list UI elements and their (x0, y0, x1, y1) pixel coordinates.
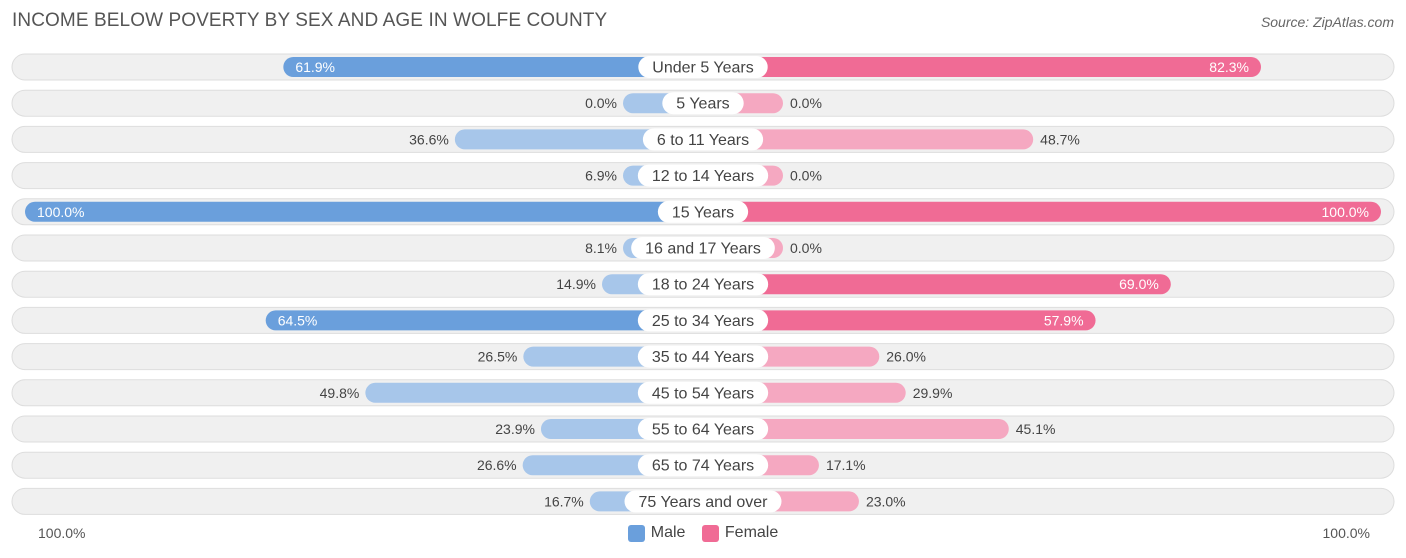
category-label: Under 5 Years (652, 60, 753, 77)
bar-female (703, 129, 1034, 150)
category-label: 15 Years (672, 204, 734, 221)
value-label-female: 0.0% (790, 240, 822, 256)
value-label-male: 26.5% (478, 349, 518, 365)
value-label-male: 23.9% (495, 421, 535, 437)
category-label: 75 Years and over (639, 494, 769, 511)
category-pill (637, 164, 769, 187)
bar-male (365, 382, 703, 403)
value-label-female: 82.3% (1209, 59, 1249, 75)
value-label-female: 0.0% (790, 168, 822, 184)
value-label-female: 48.7% (1040, 131, 1080, 147)
value-label-female: 0.0% (790, 95, 822, 111)
bar-male (25, 201, 703, 222)
bar-female (703, 274, 1171, 295)
value-label-female: 26.0% (886, 349, 926, 365)
bar-male (454, 129, 703, 150)
value-label-male: 26.6% (477, 457, 517, 473)
category-pill (642, 128, 764, 151)
category-label: 55 to 64 Years (652, 422, 754, 439)
value-label-female: 23.0% (866, 493, 906, 509)
legend: Male Female (0, 524, 1406, 544)
bar-male (283, 57, 703, 77)
category-label: 35 to 44 Years (652, 349, 754, 366)
category-pill (662, 92, 744, 115)
legend-item-female: Female (701, 524, 779, 542)
value-label-male: 100.0% (37, 204, 84, 220)
category-label: 18 to 24 Years (652, 277, 754, 294)
category-label: 6 to 11 Years (657, 132, 749, 149)
category-pill (637, 309, 769, 332)
legend-label-female: Female (724, 524, 779, 541)
legend-label-male: Male (650, 524, 686, 541)
axis-left-label: 100.0% (38, 525, 86, 541)
value-label-female: 45.1% (1016, 421, 1056, 437)
category-pill (638, 56, 768, 78)
value-label-male: 49.8% (320, 385, 360, 401)
category-label: 16 and 17 Years (645, 241, 761, 258)
value-label-female: 29.9% (913, 385, 953, 401)
legend-swatch-female (701, 524, 719, 542)
category-label: 12 to 14 Years (652, 168, 754, 185)
bar-female (703, 310, 1096, 331)
category-pill (631, 237, 775, 259)
value-label-female: 69.0% (1119, 276, 1159, 292)
category-pill (637, 418, 769, 440)
chart-title: INCOME BELOW POVERTY BY SEX AND AGE IN W… (12, 10, 608, 31)
category-pill (637, 381, 769, 404)
value-label-male: 8.1% (585, 240, 617, 256)
category-pill (637, 273, 769, 296)
axis-right-label: 100.0% (1322, 525, 1370, 541)
source-credit: Source: ZipAtlas.com (1260, 14, 1394, 30)
value-label-male: 0.0% (585, 95, 617, 111)
category-label: 45 to 54 Years (652, 385, 754, 402)
category-pill (624, 490, 782, 513)
category-label: 65 to 74 Years (652, 458, 754, 475)
category-label: 5 Years (676, 96, 729, 113)
value-label-male: 61.9% (295, 59, 335, 75)
category-pill (657, 200, 749, 223)
legend-swatch-male (627, 524, 645, 542)
category-pill (637, 345, 769, 368)
bar-male (265, 310, 703, 331)
value-label-male: 16.7% (544, 493, 584, 509)
bar-female (703, 201, 1381, 222)
bar-female (703, 419, 1009, 439)
value-label-female: 57.9% (1044, 312, 1084, 328)
category-pill (637, 454, 769, 477)
value-label-male: 6.9% (585, 168, 617, 184)
value-label-male: 64.5% (278, 312, 318, 328)
value-label-male: 36.6% (409, 131, 449, 147)
value-label-female: 17.1% (826, 457, 866, 473)
value-label-female: 100.0% (1322, 204, 1369, 220)
value-label-male: 14.9% (556, 276, 596, 292)
bar-female (703, 57, 1261, 77)
legend-item-male: Male (627, 524, 686, 542)
category-label: 25 to 34 Years (652, 313, 754, 330)
